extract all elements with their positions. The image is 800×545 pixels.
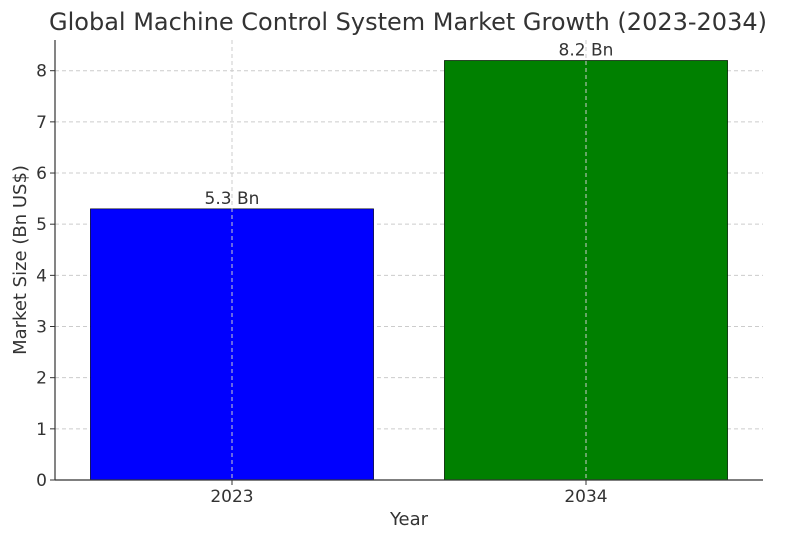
- bar-2034: [444, 60, 728, 481]
- x-axis-label: Year: [389, 509, 429, 530]
- y-tick-label: 2: [36, 369, 47, 389]
- tick-labels: 0 1 2 3 4 5 6 7 8 2023 2034: [36, 62, 607, 507]
- y-tick-label: 1: [36, 420, 47, 440]
- data-label: 8.2 Bn: [559, 40, 614, 60]
- y-tick-label: 0: [36, 471, 47, 491]
- y-tick-label: 6: [36, 164, 47, 184]
- chart-title: Global Machine Control System Market Gro…: [49, 8, 767, 36]
- y-tick-label: 8: [36, 62, 47, 82]
- y-tick-label: 7: [36, 113, 47, 133]
- y-axis-label: Market Size (Bn US$): [10, 165, 31, 355]
- y-tick-label: 3: [36, 318, 47, 338]
- vertical-grid-lines: [231, 40, 587, 480]
- x-tick-label: 2034: [564, 487, 607, 507]
- data-labels: 5.3 Bn 8.2 Bn: [205, 40, 614, 208]
- axes: [50, 40, 763, 485]
- y-tick-label: 5: [36, 215, 47, 235]
- data-label: 5.3 Bn: [205, 189, 260, 209]
- bars: [90, 60, 728, 481]
- y-tick-label: 4: [36, 266, 47, 286]
- x-tick-label: 2023: [210, 487, 253, 507]
